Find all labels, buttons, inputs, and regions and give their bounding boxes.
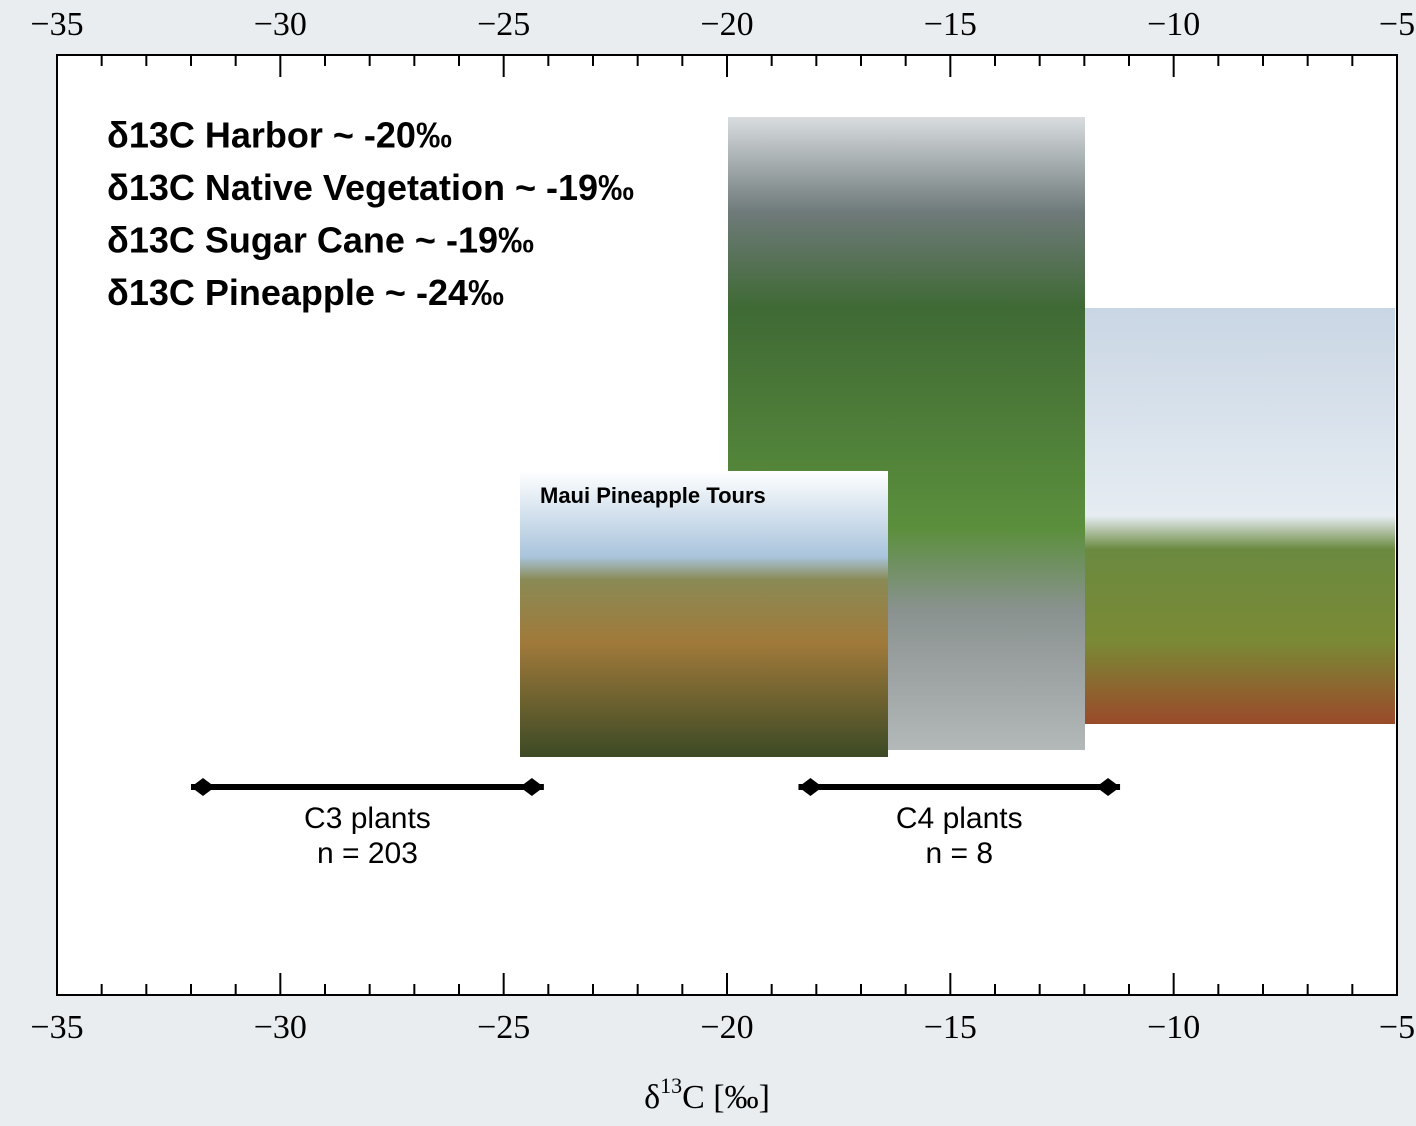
range-name: C3 plants [304,802,431,835]
x-tick-label-top: −30 [254,6,307,43]
x-label-suffix: C [‰] [682,1079,770,1116]
x-tick-label-top: −15 [924,6,977,43]
x-tick-label-bottom: −20 [700,1009,753,1046]
annotation: δ13C Pineapple ~ -24‰ [107,272,504,313]
x-tick-label-top: −20 [700,6,753,43]
x-tick-label-top: −5 [1379,6,1415,43]
x-axis-label: δ13C [‰] [644,1073,770,1116]
chart: Maui Pineapple Tours δ13C [‰] −35 −35 −30 −… [0,0,1416,1126]
x-tick-label-bottom: −5 [1379,1009,1415,1046]
range-n: n = 8 [925,837,993,870]
photo-sugar-cane [1085,308,1395,724]
x-tick-label-top: −10 [1147,6,1200,43]
x-tick-label-top: −35 [30,6,83,43]
x-tick-label-top: −25 [477,6,530,43]
annotation: δ13C Native Vegetation ~ -19‰ [107,167,634,208]
x-tick-label-bottom: −15 [924,1009,977,1046]
range-n: n = 203 [317,837,418,870]
x-tick-label-bottom: −25 [477,1009,530,1046]
photo-caption: Maui Pineapple Tours [540,483,766,508]
annotation: δ13C Harbor ~ -20‰ [107,115,452,156]
x-tick-label-bottom: −10 [1147,1009,1200,1046]
range-name: C4 plants [896,802,1023,835]
photo-pineapple [520,471,888,757]
annotation: δ13C Sugar Cane ~ -19‰ [107,220,534,261]
x-tick-label-bottom: −35 [30,1009,83,1046]
page: Maui Pineapple Tours δ13C [‰] −35 −35 −30 −… [0,0,1416,1126]
x-tick-label-bottom: −30 [254,1009,307,1046]
x-label-prefix: δ [644,1079,660,1116]
x-label-sup: 13 [660,1073,682,1098]
